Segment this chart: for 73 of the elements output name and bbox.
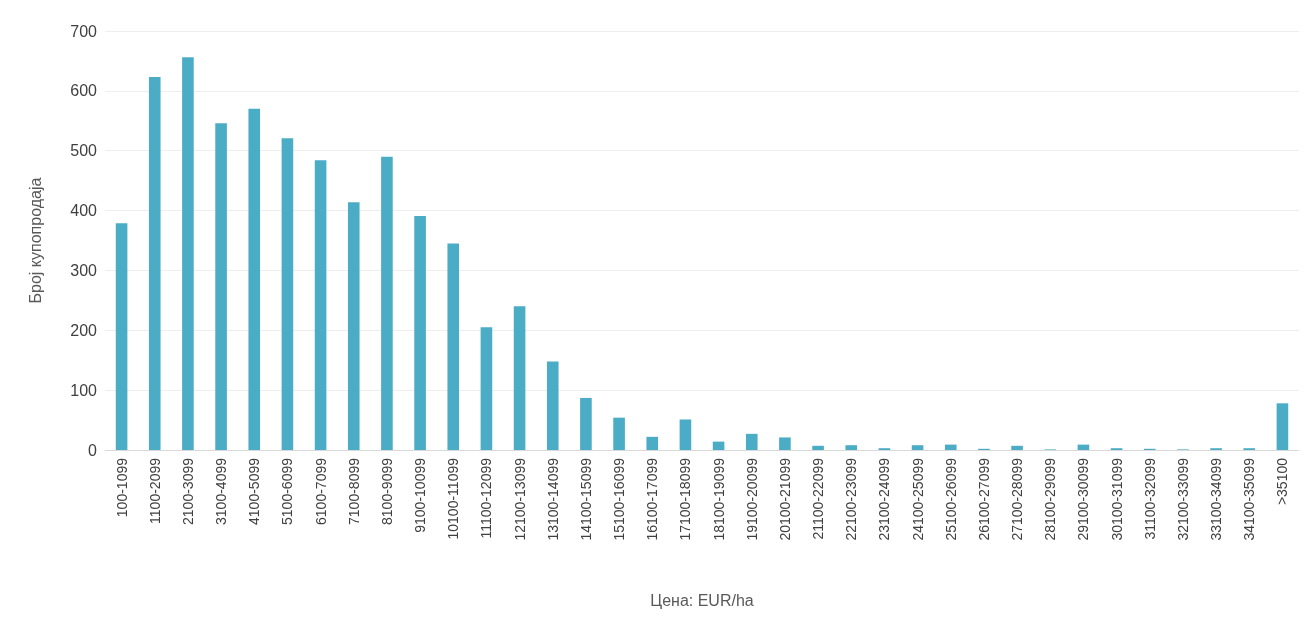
bar	[414, 215, 426, 450]
x-tick-label: 26100-27099	[975, 457, 992, 541]
y-tick-label: 100	[70, 381, 98, 399]
bar	[679, 419, 692, 450]
bar	[745, 433, 758, 450]
x-tick-label: 16100-17099	[644, 457, 661, 541]
bar	[1011, 445, 1023, 450]
bar	[944, 444, 957, 450]
x-tick-label: 8100-9099	[378, 457, 395, 525]
x-tick-label: 11100-12099	[478, 457, 495, 539]
x-tick-label: 9100-10099	[412, 457, 429, 533]
x-tick-label: 27100-28099	[1009, 457, 1026, 541]
x-tick-label: 22100-23099	[843, 457, 860, 541]
x-tick-label: 17100-18099	[677, 457, 694, 541]
y-tick-label: 0	[88, 441, 98, 459]
bar	[546, 361, 559, 450]
bar	[447, 243, 460, 450]
x-tick-label: 18100-19099	[710, 457, 727, 541]
x-tick-label: 2100-3099	[179, 457, 196, 525]
x-tick-label: 29100-30099	[1075, 457, 1092, 541]
bar	[513, 306, 526, 450]
x-tick-label: 25100-26099	[942, 457, 959, 541]
bar	[148, 77, 161, 450]
y-tick-label: 500	[70, 142, 98, 160]
y-tick-label: 700	[70, 22, 98, 40]
x-tick-label: 13100-14099	[544, 457, 561, 541]
bar	[182, 57, 194, 450]
x-tick-label: 3100-4099	[213, 457, 230, 525]
x-tick-label: 14100-15099	[577, 457, 594, 541]
x-tick-label: 10100-11099	[445, 457, 462, 540]
bar	[580, 397, 592, 450]
bar	[712, 441, 725, 450]
x-tick-label: 5100-6099	[279, 457, 296, 525]
x-tick-label: 30100-31099	[1108, 457, 1125, 541]
bar	[281, 138, 294, 450]
bar	[248, 108, 261, 450]
y-tick-label: 200	[70, 321, 98, 339]
bar	[480, 327, 493, 450]
x-tick-label: 28100-29099	[1042, 457, 1059, 541]
x-tick-label: 31100-32099	[1141, 457, 1158, 540]
bar	[812, 445, 824, 450]
x-tick-label: 4100-5099	[246, 457, 263, 525]
x-axis-title: Цена: EUR/ha	[650, 591, 754, 609]
bar	[845, 445, 858, 450]
x-tick-label: 34100-35099	[1241, 457, 1258, 541]
bar	[115, 223, 128, 450]
x-tick-label: 24100-25099	[909, 457, 926, 541]
y-tick-label: 300	[70, 261, 98, 279]
x-tick-label: 23100-24099	[876, 457, 893, 541]
x-tick-label: 6100-7099	[312, 457, 329, 525]
bar	[215, 123, 227, 450]
x-tick-label: 19100-20099	[743, 457, 760, 541]
bar	[646, 436, 659, 450]
y-tick-label: 600	[70, 82, 98, 100]
x-tick-label: 7100-8099	[345, 457, 362, 525]
x-tick-label: 15100-16099	[611, 457, 628, 541]
x-tick-label: 20100-21099	[776, 457, 793, 541]
bar	[347, 202, 360, 450]
x-tick-label: 100-1099	[113, 457, 130, 518]
y-axis-title: Број купопродаја	[26, 177, 44, 304]
x-tick-label: 12100-13099	[511, 457, 528, 541]
x-tick-label: 1100-2099	[146, 457, 163, 524]
x-tick-label: 21100-22099	[810, 457, 827, 540]
x-tick-label: >35100	[1274, 457, 1291, 506]
bar	[381, 156, 393, 450]
y-tick-label: 400	[70, 202, 98, 220]
bar	[1276, 403, 1289, 450]
bar	[911, 445, 924, 450]
bar	[613, 417, 625, 450]
x-tick-label: 33100-34099	[1208, 457, 1225, 541]
bar	[779, 437, 791, 450]
bar	[314, 160, 327, 450]
x-tick-label: 32100-33099	[1174, 457, 1191, 541]
